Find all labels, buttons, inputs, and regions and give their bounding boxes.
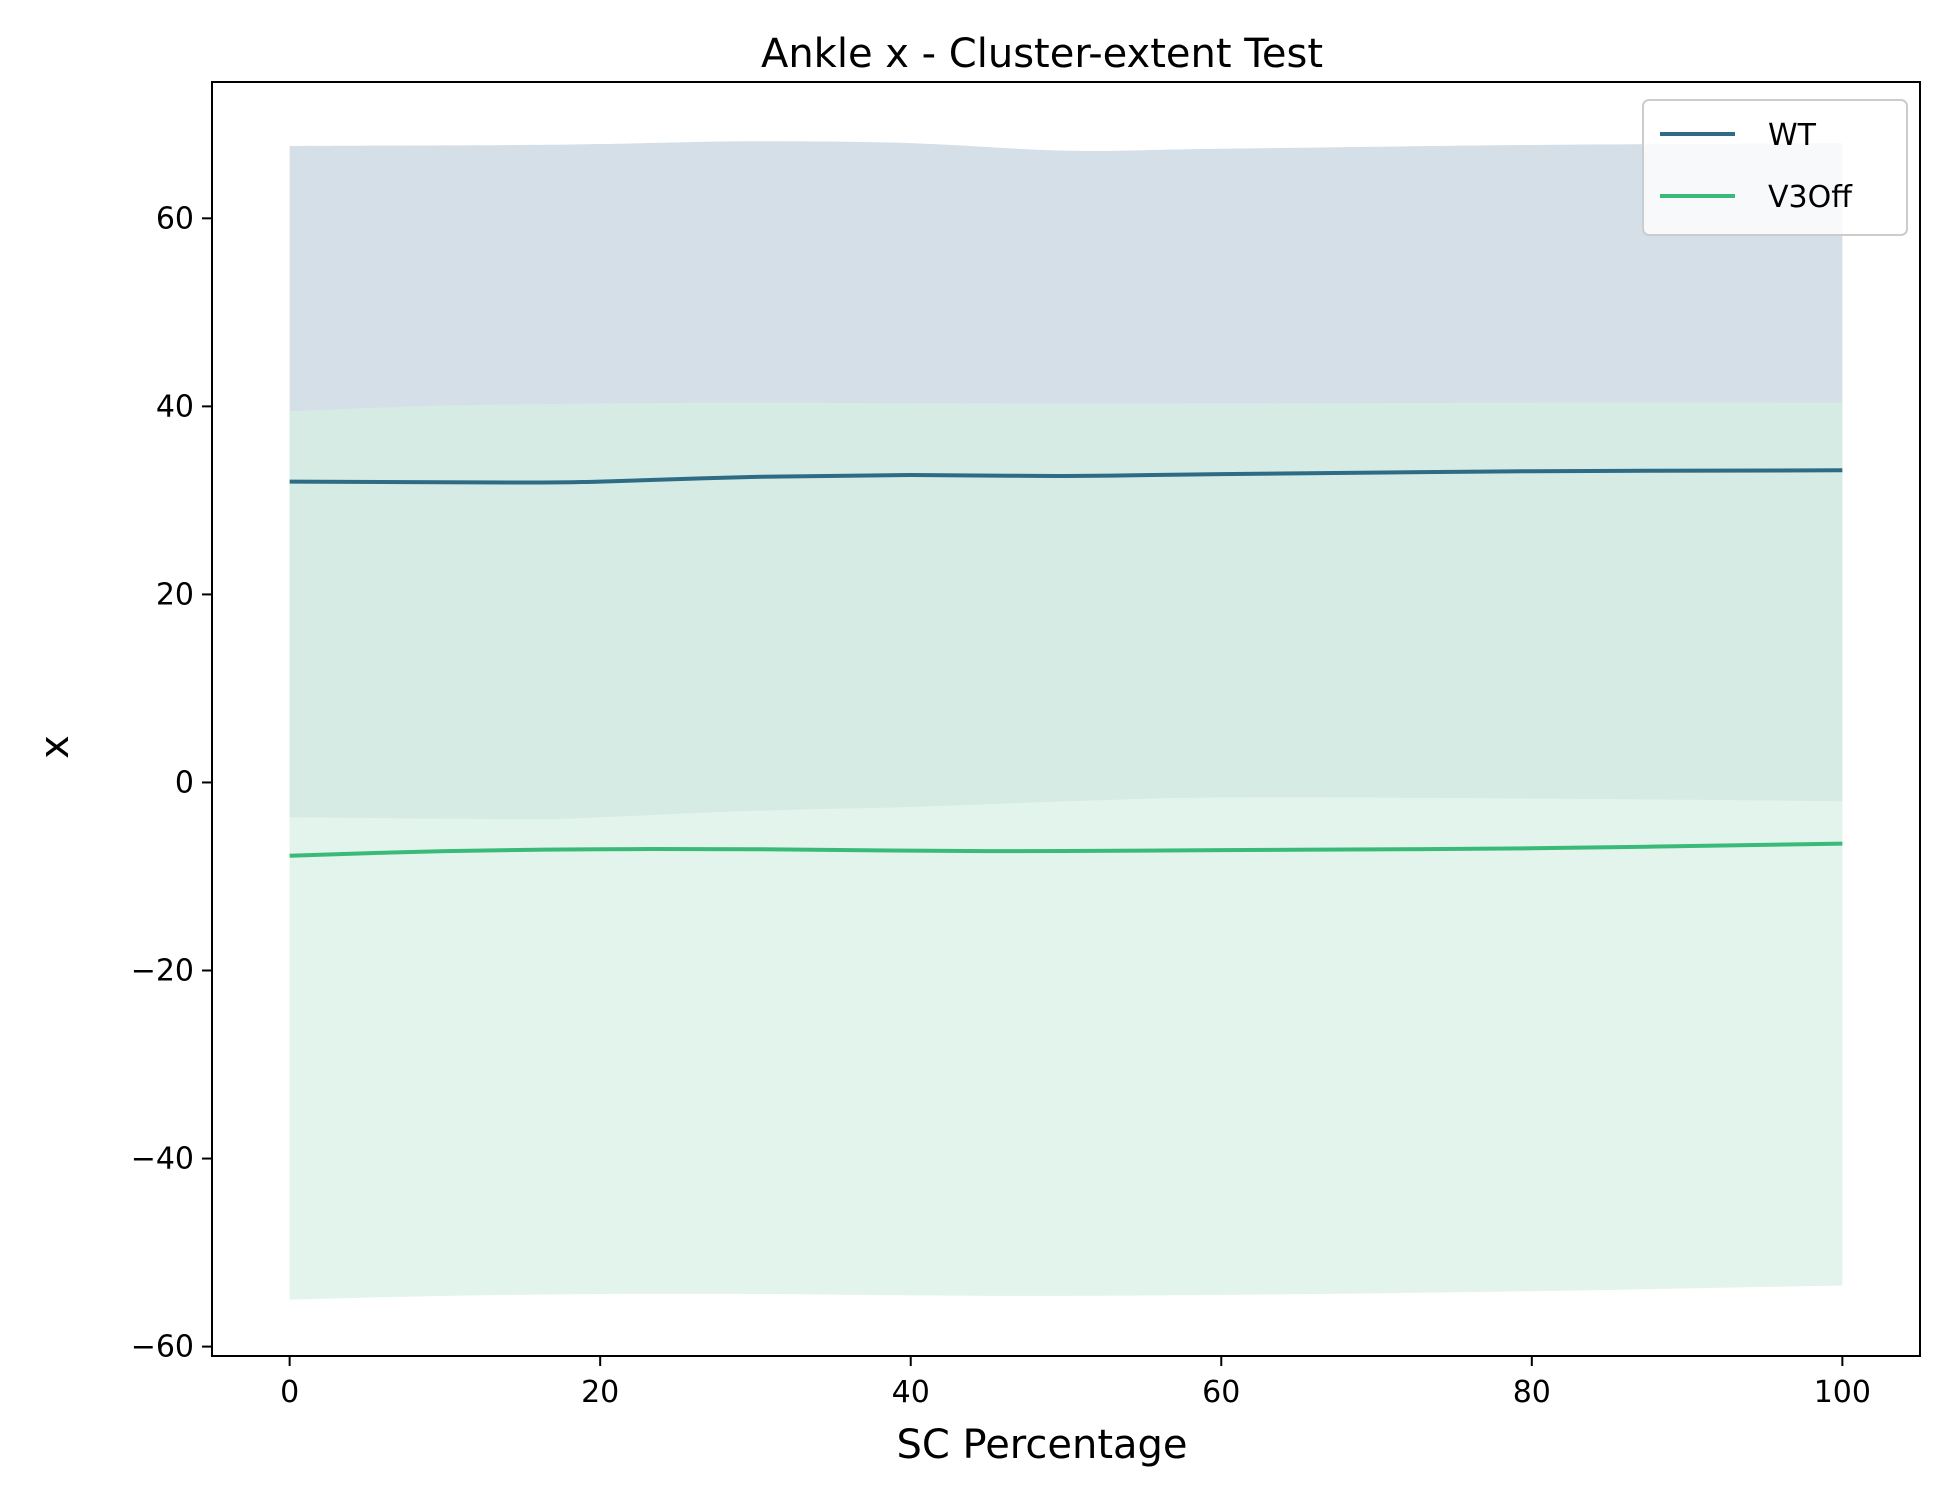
x-tick-label: 20 — [581, 1375, 619, 1410]
y-tick-label: 0 — [175, 765, 194, 800]
x-tick-label: 60 — [1202, 1375, 1240, 1410]
y-axis-ticks: −60 −40 −20 0 20 40 60 — [131, 201, 212, 1365]
y-axis-label: x — [32, 735, 78, 759]
plot-frame — [211, 81, 1921, 1357]
y-tick-label: 60 — [156, 201, 194, 236]
legend-label-v3off: V3Off — [1768, 180, 1853, 215]
x-tick-label: 80 — [1513, 1375, 1551, 1410]
confidence-bands — [289, 141, 1843, 1300]
x-tick-label: 0 — [280, 1375, 299, 1410]
y-tick-label: 20 — [156, 577, 194, 612]
x-tick-label: 40 — [892, 1375, 930, 1410]
x-tick-label: 100 — [1814, 1375, 1871, 1410]
x-axis-label: SC Percentage — [896, 1422, 1187, 1468]
line-wt — [289, 468, 1843, 485]
legend-label-wt: WT — [1768, 118, 1817, 153]
line-v3off — [289, 841, 1843, 858]
x-axis-ticks: 0 20 40 60 80 100 — [280, 1356, 1871, 1410]
y-tick-label: 40 — [156, 389, 194, 424]
legend: WT V3Off — [1642, 99, 1908, 236]
y-tick-label: −20 — [131, 954, 194, 989]
chart-title: Ankle x - Cluster-extent Test — [761, 31, 1323, 77]
series-lines — [289, 468, 1843, 858]
y-tick-label: −60 — [131, 1330, 194, 1365]
y-tick-label: −40 — [131, 1142, 194, 1177]
